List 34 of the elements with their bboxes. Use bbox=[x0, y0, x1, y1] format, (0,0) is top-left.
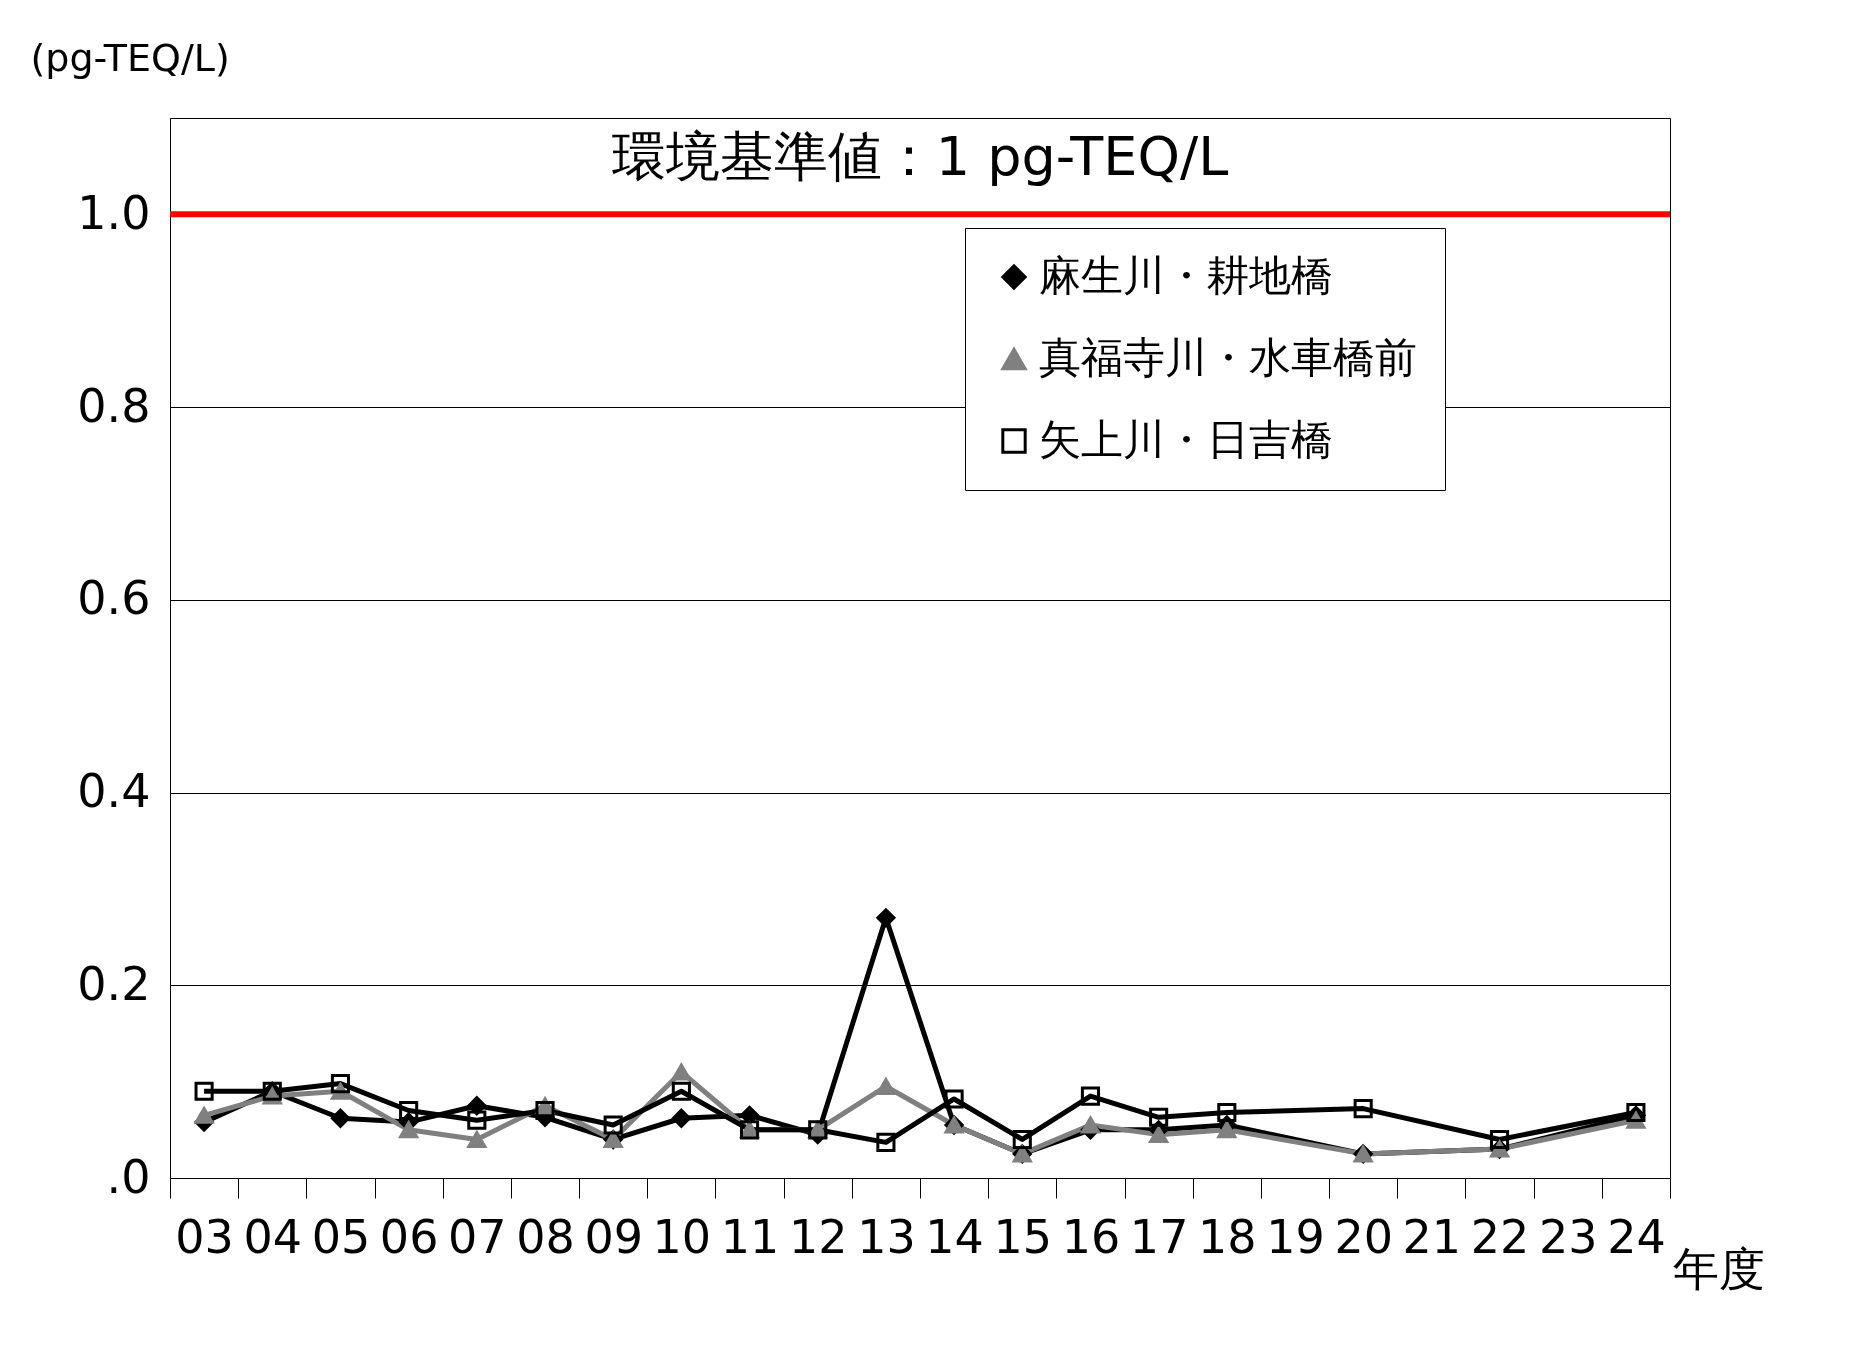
y-tick-label: 0.4 bbox=[77, 764, 151, 819]
x-tick-label: 21 bbox=[1402, 1209, 1462, 1264]
y-tick-label: 1.0 bbox=[77, 185, 151, 240]
x-tick-label: 10 bbox=[652, 1209, 712, 1264]
x-tick-label: 15 bbox=[993, 1209, 1053, 1264]
x-tick-label: 03 bbox=[175, 1209, 234, 1264]
x-tick-label: 17 bbox=[1129, 1209, 1189, 1264]
x-tick-label: 09 bbox=[584, 1209, 643, 1264]
x-tick-label: 08 bbox=[516, 1209, 575, 1264]
x-tick-label: 16 bbox=[1061, 1209, 1121, 1264]
x-tick-label: 07 bbox=[448, 1209, 507, 1264]
x-tick-label: 06 bbox=[379, 1209, 439, 1264]
legend-label: 矢上川・日吉橋 bbox=[1039, 415, 1333, 464]
x-tick-label: 22 bbox=[1470, 1209, 1530, 1264]
legend-label: 真福寺川・水車橋前 bbox=[1039, 333, 1417, 382]
x-axis-title: 年度 bbox=[1672, 1241, 1765, 1296]
x-tick-label: 05 bbox=[311, 1209, 371, 1264]
x-tick-label: 23 bbox=[1538, 1209, 1598, 1264]
y-axis-title: (pg-TEQ/L) bbox=[30, 35, 230, 80]
x-tick-label: 12 bbox=[788, 1209, 848, 1264]
x-tick-label: 20 bbox=[1334, 1209, 1393, 1264]
x-tick-label: 13 bbox=[857, 1209, 916, 1264]
x-tick-label: 19 bbox=[1266, 1209, 1325, 1264]
ref-line-label: 環境基準値：1 pg-TEQ/L bbox=[611, 125, 1229, 189]
y-tick-label: 0.8 bbox=[77, 378, 151, 433]
x-tick-label: 04 bbox=[243, 1209, 303, 1264]
x-tick-label: 18 bbox=[1198, 1209, 1257, 1264]
y-tick-label: 0.6 bbox=[77, 571, 151, 626]
x-tick-label: 14 bbox=[925, 1209, 984, 1264]
x-tick-label: 11 bbox=[720, 1209, 780, 1264]
legend-label: 麻生川・耕地橋 bbox=[1039, 251, 1333, 300]
x-tick-label: 24 bbox=[1607, 1209, 1666, 1264]
y-tick-label: 0.2 bbox=[77, 956, 151, 1011]
y-tick-label: .0 bbox=[106, 1149, 151, 1204]
